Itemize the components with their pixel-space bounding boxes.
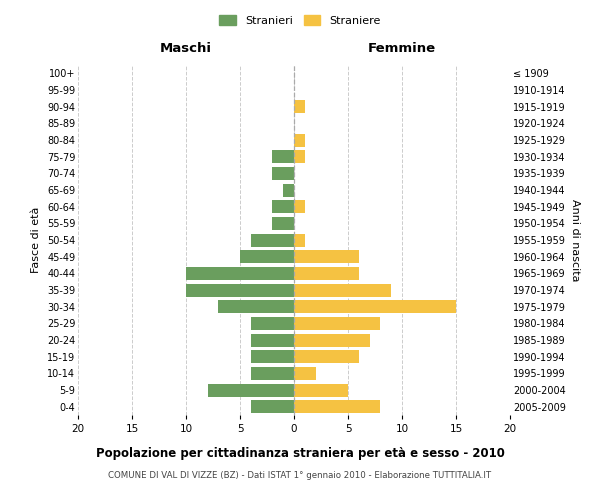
Bar xyxy=(251,350,294,363)
Text: Femmine: Femmine xyxy=(368,42,436,55)
Bar xyxy=(251,317,294,330)
Bar xyxy=(294,150,305,163)
Bar xyxy=(294,367,316,380)
Bar xyxy=(294,267,359,280)
Bar xyxy=(272,200,294,213)
Bar xyxy=(186,284,294,296)
Bar xyxy=(251,400,294,413)
Bar xyxy=(294,317,380,330)
Text: Maschi: Maschi xyxy=(160,42,212,55)
Bar xyxy=(294,350,359,363)
Bar xyxy=(251,334,294,346)
Bar xyxy=(294,300,456,313)
Bar xyxy=(283,184,294,196)
Bar xyxy=(294,334,370,346)
Bar xyxy=(294,400,380,413)
Bar xyxy=(294,234,305,246)
Bar xyxy=(294,100,305,113)
Bar xyxy=(272,217,294,230)
Y-axis label: Anni di nascita: Anni di nascita xyxy=(569,198,580,281)
Bar xyxy=(218,300,294,313)
Text: COMUNE DI VAL DI VIZZE (BZ) - Dati ISTAT 1° gennaio 2010 - Elaborazione TUTTITAL: COMUNE DI VAL DI VIZZE (BZ) - Dati ISTAT… xyxy=(109,471,491,480)
Bar xyxy=(208,384,294,396)
Bar xyxy=(294,284,391,296)
Bar xyxy=(251,234,294,246)
Legend: Stranieri, Straniere: Stranieri, Straniere xyxy=(215,10,385,30)
Bar xyxy=(186,267,294,280)
Bar xyxy=(272,167,294,180)
Bar xyxy=(294,384,348,396)
Bar xyxy=(240,250,294,263)
Bar xyxy=(294,134,305,146)
Bar xyxy=(251,367,294,380)
Bar xyxy=(294,250,359,263)
Bar xyxy=(272,150,294,163)
Text: Popolazione per cittadinanza straniera per età e sesso - 2010: Popolazione per cittadinanza straniera p… xyxy=(95,448,505,460)
Bar xyxy=(294,200,305,213)
Y-axis label: Fasce di età: Fasce di età xyxy=(31,207,41,273)
